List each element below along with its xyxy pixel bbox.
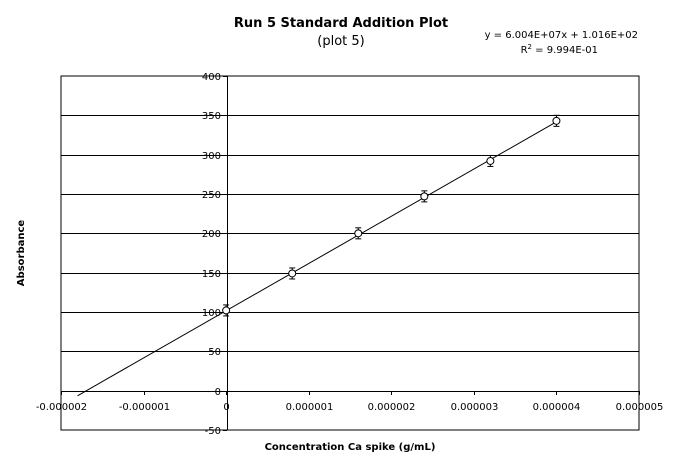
x-tick-label: 0.000001 (286, 402, 334, 413)
y-tick-label: 250 (202, 190, 221, 201)
x-tick-label: 0.000002 (368, 402, 416, 413)
axes: -50 0 50 100 150 200 250 300 350 400 -0.000002 -0.0… (36, 72, 664, 437)
chart-subtitle: (plot 5) (317, 34, 364, 49)
y-tick-label: 300 (202, 151, 221, 162)
fit-equation: y = 6.004E+07x + 1.016E+02 (485, 30, 638, 41)
y-tick-label: -50 (205, 426, 221, 437)
y-tick-label: 350 (202, 111, 221, 122)
y-tick-label: 0 (215, 387, 221, 398)
data-point (552, 116, 561, 125)
fit-r-squared: R2 = 9.994E-01 (521, 43, 598, 56)
y-tick-label: 150 (202, 269, 221, 280)
data-points (222, 114, 561, 317)
x-tick-label: 0.000004 (533, 402, 581, 413)
x-tick-label: -0.000001 (119, 402, 170, 413)
gridlines (61, 115, 639, 392)
x-axis-label: Concentration Ca spike (g/mL) (265, 442, 436, 453)
x-tick-label: 0.000005 (616, 402, 664, 413)
chart-title: Run 5 Standard Addition Plot (234, 16, 448, 31)
data-point (222, 306, 231, 315)
plot-area-frame (60, 75, 640, 431)
y-tick-label: 200 (202, 229, 221, 240)
trendline-group (77, 121, 557, 397)
y-tick-label: 100 (202, 308, 221, 319)
x-tick-label: -0.000002 (36, 402, 87, 413)
x-tick-label: 0.000003 (451, 402, 499, 413)
data-point (420, 192, 429, 201)
y-tick-label: 400 (202, 72, 221, 83)
y-axis-label: Absorbance (16, 220, 27, 287)
data-point (288, 269, 297, 278)
x-tick-label: 0 (223, 402, 229, 413)
data-point (486, 156, 495, 165)
data-point (354, 229, 363, 238)
y-tick-label: 50 (208, 347, 221, 358)
trendline (77, 121, 557, 397)
